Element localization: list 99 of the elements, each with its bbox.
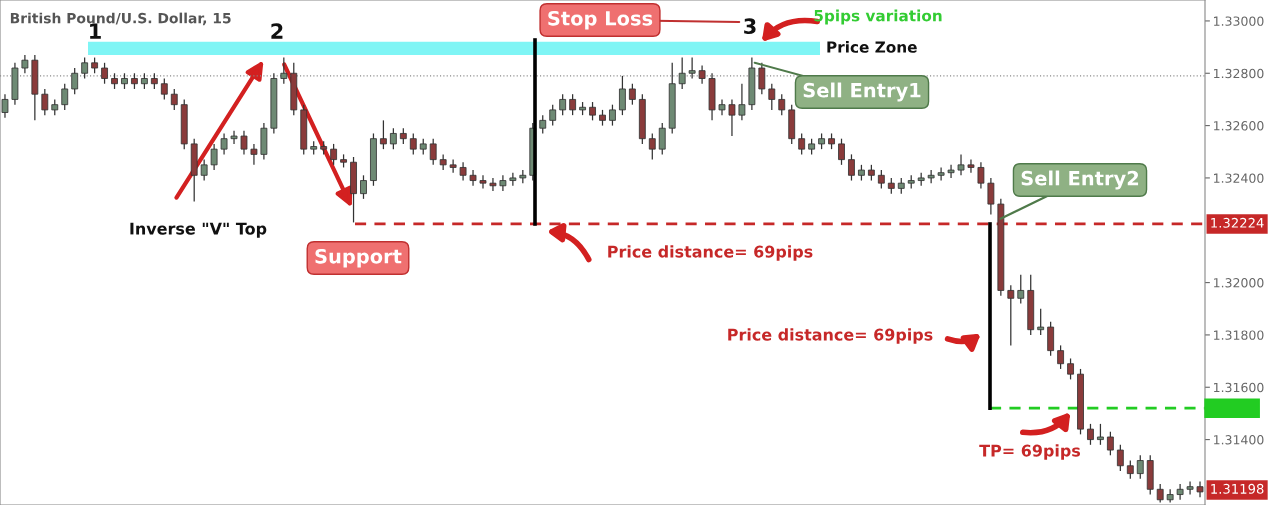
candlestick [549, 104, 557, 127]
candlestick [658, 122, 666, 156]
annotation: Support [315, 248, 402, 268]
candlestick [1057, 344, 1065, 370]
annotation: 2 [271, 23, 283, 39]
candlestick [449, 158, 457, 174]
candlestick [778, 93, 786, 116]
candlestick [459, 161, 467, 182]
candlestick [21, 54, 29, 74]
y-tick-label: 1.32800 [1214, 68, 1264, 79]
candlestick [1106, 431, 1114, 456]
candlestick [330, 143, 338, 166]
candlestick [648, 132, 656, 161]
candlestick [230, 130, 238, 145]
candlestick [61, 83, 69, 111]
candlestick [479, 174, 487, 190]
candlestick [240, 130, 248, 156]
candlestick [1067, 357, 1074, 381]
candlestick [927, 169, 935, 184]
text: 1.31198 [1211, 483, 1264, 494]
candlestick [1186, 480, 1194, 496]
candlestick [1176, 483, 1184, 501]
y-tick-label: 1.31600 [1214, 382, 1264, 393]
candlestick [1, 93, 9, 119]
candlestick [758, 62, 766, 95]
candlestick [389, 127, 397, 150]
candlestick [41, 88, 49, 116]
candlestick [628, 83, 636, 106]
annotation: Stop Loss [548, 10, 653, 30]
candlestick [1196, 480, 1204, 498]
annotation: Inverse "V" Top [130, 222, 267, 238]
candlestick [738, 83, 746, 121]
candlestick [499, 174, 507, 192]
candlestick [71, 67, 79, 95]
candlestick [170, 88, 178, 111]
candlestick [559, 93, 567, 116]
candlestick [250, 143, 258, 166]
candlestick [81, 56, 89, 80]
y-tick-label: 1.31400 [1214, 435, 1264, 445]
candlestick [1097, 423, 1104, 446]
candlestick [967, 158, 975, 174]
candlestick [838, 138, 845, 166]
annotation: 1 [90, 23, 101, 39]
candlestick [1156, 483, 1164, 504]
candlestick [469, 169, 477, 187]
ref-line-label: 1.32224 [1211, 217, 1264, 228]
candlestick [688, 56, 696, 80]
candlestick [489, 177, 497, 192]
candlestick [1037, 308, 1045, 336]
annotation: 3 [744, 18, 756, 35]
candlestick [768, 83, 776, 111]
candlestick [1136, 454, 1144, 480]
candlestick [619, 75, 626, 116]
annotation: Price distance= 69pips [608, 245, 813, 261]
y-tick-label: 1.32000 [1214, 278, 1264, 288]
candlestick [210, 143, 218, 171]
candlestick [1116, 444, 1124, 472]
candlestick [798, 132, 806, 156]
annotation: TP= 69pips [979, 444, 1081, 460]
candlestick [1126, 459, 1134, 480]
candlestick [280, 56, 288, 85]
y-tick-label: 1.32400 [1214, 173, 1264, 183]
candlestick [589, 101, 596, 121]
candlestick [718, 98, 726, 116]
candlestick [977, 161, 985, 190]
candlestick [1017, 274, 1025, 305]
annotation: Sell Entry1 [803, 82, 921, 102]
candlestick [678, 56, 686, 90]
y-tick-label: 1.31800 [1214, 330, 1264, 340]
candlestick [101, 62, 108, 85]
text: British Pound/U.S. Dollar, 15 [10, 12, 231, 26]
candlestick [877, 169, 885, 190]
candlestick [409, 132, 417, 156]
candlestick [937, 166, 945, 182]
annotation: Sell Entry2 [1021, 170, 1139, 190]
candlestick [848, 153, 855, 182]
candlestick [698, 64, 706, 85]
candlestick [360, 174, 367, 200]
candlestick [429, 138, 437, 166]
candlestick [539, 114, 547, 135]
candlestick [200, 158, 208, 182]
candlestick [987, 177, 995, 216]
annotation: 5pips variation [814, 9, 942, 25]
candlestick [1087, 423, 1094, 446]
candlestick [220, 132, 228, 156]
candlestick [1007, 284, 1015, 347]
candlestick [380, 119, 387, 150]
candlestick [947, 164, 955, 179]
y-tick-label: 1.33000 [1214, 16, 1264, 26]
candlestick [728, 98, 736, 137]
candlestick [957, 153, 965, 176]
candlestick [569, 93, 577, 116]
candlestick [509, 172, 517, 187]
annotation: Price distance= 69pips [728, 328, 933, 344]
candlestick [1047, 321, 1055, 357]
band-label: Price Zone [827, 41, 917, 53]
candlestick [160, 77, 168, 101]
y-tick-label: 1.32600 [1214, 121, 1264, 131]
candlestick [609, 104, 616, 127]
